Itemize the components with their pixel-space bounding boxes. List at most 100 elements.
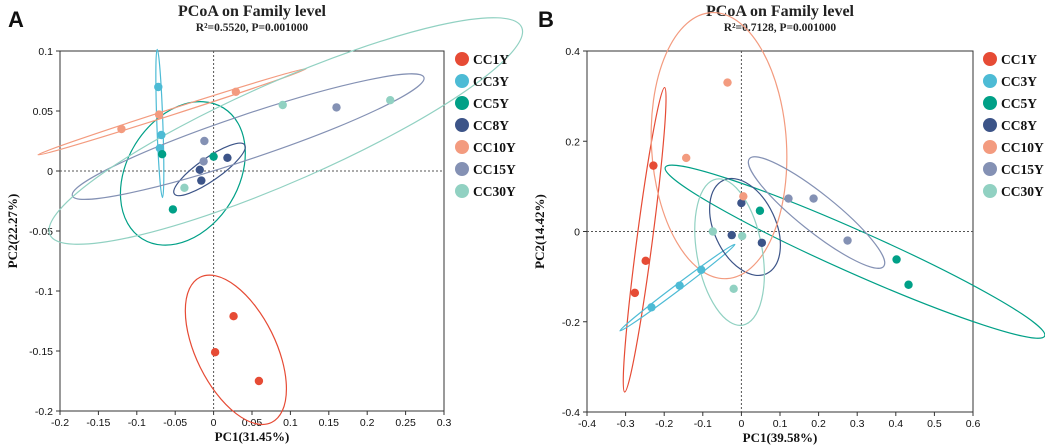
x-tick-label: 0	[738, 418, 744, 430]
data-point-cc3y-3	[647, 303, 656, 312]
legend-label-cc15y: CC15Y	[1001, 162, 1044, 177]
data-point-cc30y-1	[386, 96, 395, 105]
x-tick-label: -0.1	[128, 417, 146, 429]
y-tick-label: 0	[574, 227, 580, 239]
confidence-ellipse-cc1y	[184, 274, 288, 426]
confidence-ellipse-cc1y	[622, 86, 667, 393]
confidence-ellipse-cc3y	[155, 48, 165, 199]
data-point-cc10y-2	[682, 153, 691, 163]
data-point-cc1y-1	[649, 161, 658, 170]
x-tick-label: 0.3	[850, 418, 865, 430]
x-tick-label: -0.1	[694, 418, 712, 430]
chart-subtitle: R²=0.7128, P=0.001000	[724, 22, 837, 34]
legend-marker-cc15y	[455, 162, 469, 176]
x-tick-label: 0.3	[437, 417, 452, 429]
data-point-cc8y-1	[737, 198, 746, 208]
legend-marker-cc10y	[455, 140, 469, 154]
chart-subtitle: R²=0.5520, P=0.001000	[196, 22, 309, 34]
legend-marker-cc8y	[983, 118, 997, 132]
y-tick-label: -0.4	[562, 407, 580, 419]
data-point-cc3y-1	[154, 82, 163, 92]
data-point-cc30y-2	[278, 100, 287, 110]
data-point-cc15y-3	[199, 157, 208, 166]
y-tick-label: -0.15	[29, 346, 53, 358]
data-point-cc1y-2	[210, 348, 220, 357]
legend-label-cc30y: CC30Y	[473, 184, 516, 199]
x-tick-label: -0.05	[163, 417, 187, 429]
data-point-cc15y-2	[809, 194, 818, 203]
x-tick-label: 0.25	[395, 417, 416, 429]
x-tick-label: 0.6	[966, 418, 981, 430]
confidence-ellipse-cc15y	[747, 156, 886, 269]
chart-title: PCoA on Family level	[178, 3, 327, 20]
confidence-ellipse-cc5y	[119, 101, 246, 246]
data-point-cc10y-2	[117, 124, 126, 134]
data-point-cc10y-3	[739, 192, 748, 201]
x-tick-label: 0.2	[360, 417, 375, 429]
data-point-cc30y-3	[729, 284, 738, 294]
data-point-cc10y-3	[154, 110, 164, 119]
data-point-cc15y-1	[332, 103, 341, 112]
y-tick-label: -0.05	[29, 226, 53, 238]
legend-label-cc10y: CC10Y	[473, 140, 516, 155]
data-point-cc8y-3	[197, 176, 206, 185]
data-point-cc3y-2	[675, 281, 684, 290]
legend-marker-cc5y	[983, 96, 997, 110]
x-tick-label: 0.1	[773, 418, 788, 430]
x-tick-label: -0.4	[578, 418, 596, 430]
confidence-ellipse-cc30y	[694, 178, 765, 326]
data-point-cc15y-1	[784, 194, 793, 203]
data-point-cc8y-1	[223, 153, 232, 162]
legend-label-cc15y: CC15Y	[473, 162, 516, 177]
data-point-cc3y-2	[157, 130, 166, 140]
data-point-cc15y-2	[200, 136, 209, 146]
data-point-cc30y-2	[737, 231, 747, 241]
chart-title: PCoA on Family level	[706, 3, 855, 20]
legend-marker-cc30y	[455, 184, 469, 198]
legend-marker-cc10y	[983, 140, 997, 154]
legend-label-cc1y: CC1Y	[473, 52, 509, 67]
legend-marker-cc5y	[455, 96, 469, 110]
legend-marker-cc8y	[455, 118, 469, 132]
legend-marker-cc1y	[455, 52, 469, 66]
data-point-cc30y-1	[708, 227, 718, 236]
y-axis-title: PC2(22.27%)	[5, 194, 20, 269]
y-tick-label: -0.2	[562, 317, 580, 329]
legend-label-cc10y: CC10Y	[1001, 140, 1044, 155]
data-point-cc10y-1	[723, 78, 732, 87]
legend-marker-cc3y	[983, 74, 997, 88]
legend-label-cc30y: CC30Y	[1001, 184, 1044, 199]
data-point-cc1y-3	[630, 288, 640, 298]
panel-letter: B	[538, 7, 554, 32]
legend-label-cc8y: CC8Y	[1001, 118, 1037, 133]
data-point-cc5y-3	[168, 205, 178, 214]
data-point-cc8y-2	[195, 165, 204, 174]
y-tick-label: -0.1	[35, 286, 53, 298]
y-axis-title: PC2(14.42%)	[532, 194, 547, 269]
panel-a: A PCoA on Family level R²=0.5520, P=0.0010…	[5, 3, 524, 444]
data-point-cc10y-1	[231, 87, 241, 97]
x-axis-title: PC1(39.58%)	[743, 430, 818, 445]
y-tick-label: 0.1	[38, 46, 53, 58]
legend-label-cc8y: CC8Y	[473, 118, 509, 133]
confidence-ellipse-cc10y	[37, 68, 307, 156]
x-tick-label: -0.3	[617, 418, 635, 430]
x-tick-label: -0.15	[86, 417, 110, 429]
x-tick-label: 0.2	[811, 418, 826, 430]
y-tick-label: 0.05	[33, 106, 54, 118]
x-tick-label: -0.2	[655, 418, 673, 430]
data-point-cc8y-3	[757, 238, 767, 247]
data-point-cc5y-1	[755, 206, 765, 215]
panel-letter: A	[8, 7, 24, 32]
x-axis-title: PC1(31.45%)	[215, 429, 290, 444]
legend-marker-cc1y	[983, 52, 997, 66]
data-point-cc5y-1	[157, 150, 167, 159]
confidence-ellipse-cc15y	[71, 73, 425, 200]
panel-b: B PCoA on Family level R²=0.7128, P=0.0010…	[532, 3, 1045, 445]
confidence-ellipse-cc10y	[650, 11, 788, 280]
y-tick-label: -0.2	[35, 406, 53, 418]
data-point-cc8y-2	[727, 230, 736, 240]
data-point-cc5y-3	[904, 280, 913, 289]
confidence-ellipse-cc8y	[173, 142, 246, 197]
